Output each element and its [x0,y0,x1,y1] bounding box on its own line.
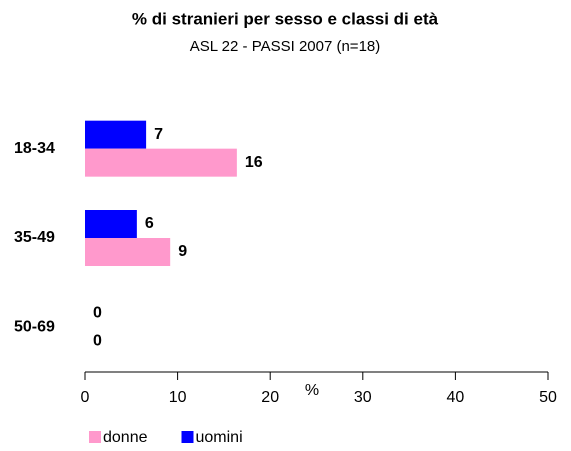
data-label: 0 [93,333,102,350]
bar [85,148,237,177]
legend-swatch [89,431,101,443]
x-tick-label: 50 [539,389,557,406]
data-label: 9 [178,243,187,260]
x-tick-label: 40 [447,389,465,406]
y-tick-label: 35-49 [14,229,55,246]
y-tick-label: 50-69 [14,319,55,336]
chart-subtitle: ASL 22 - PASSI 2007 (n=18) [190,38,381,55]
chart-title: % di stranieri per sesso e classi di età [132,9,439,28]
bar [85,238,171,266]
data-label: 7 [154,126,163,143]
x-tick-label: 10 [169,389,187,406]
legend-label: uomini [196,429,243,446]
x-tick-label: 20 [261,389,279,406]
x-tick-label: 30 [354,389,372,406]
data-label: 16 [245,154,263,171]
legend-swatch [181,431,194,443]
legend-label: donne [103,429,148,446]
y-tick-label: 18-34 [14,140,55,157]
data-label: 6 [145,215,154,232]
x-axis-label: % [305,382,319,399]
x-tick-label: 0 [81,389,90,406]
bar [85,120,147,149]
data-label: 0 [93,305,102,322]
bar [85,210,137,238]
